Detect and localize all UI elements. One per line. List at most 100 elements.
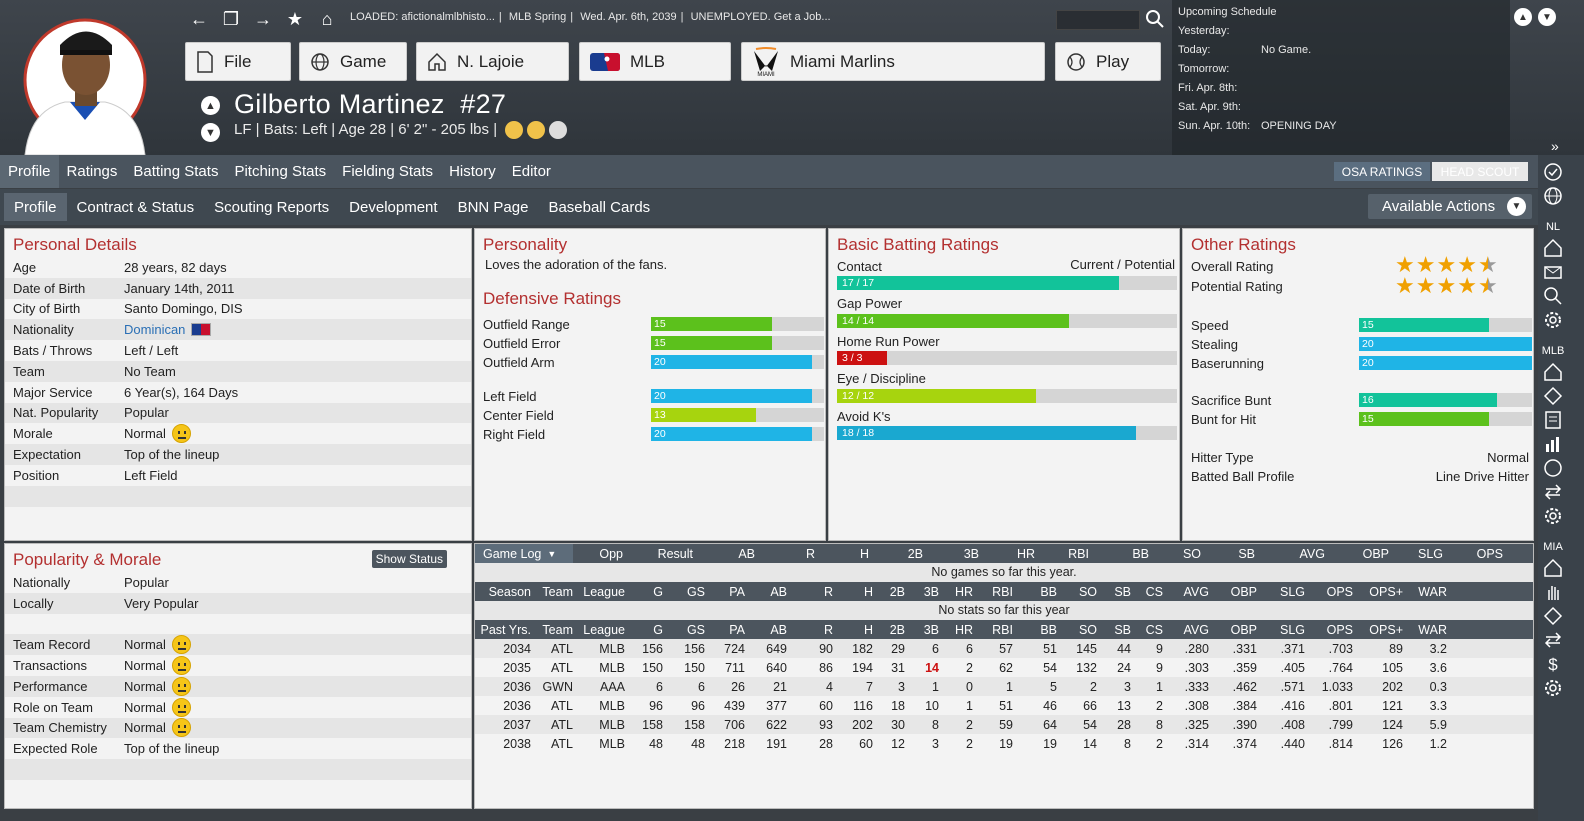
gear-icon[interactable] <box>1542 505 1564 527</box>
gamelog-col[interactable]: H <box>859 546 869 561</box>
schedule-up-button[interactable]: ▲ <box>1514 8 1532 26</box>
gamelog-col[interactable]: AVG <box>1299 546 1325 561</box>
play-button[interactable]: Play <box>1055 42 1161 81</box>
manager-button[interactable]: N. Lajoie <box>416 42 569 81</box>
tab-history[interactable]: History <box>449 163 496 180</box>
schedule-down-button[interactable]: ▼ <box>1538 8 1556 26</box>
subtab-profile[interactable]: Profile <box>4 193 67 221</box>
stats-cell[interactable]: 2B <box>889 584 905 599</box>
gamelog-col[interactable]: Opp <box>599 546 623 561</box>
stats-cell[interactable]: AVG <box>1183 584 1209 599</box>
stats-cell[interactable]: H <box>863 584 873 599</box>
stats-cell[interactable]: RBI <box>992 584 1013 599</box>
stats-cell[interactable]: SO <box>1078 584 1097 599</box>
stats-cell[interactable]: RBI <box>992 622 1013 637</box>
stats-cell[interactable]: BB <box>1040 622 1057 637</box>
back-icon[interactable]: ← <box>190 8 208 29</box>
check-icon[interactable] <box>1542 161 1564 183</box>
stats-cell[interactable]: OBP <box>1230 584 1257 599</box>
stats-cell[interactable]: OPS+ <box>1369 622 1403 637</box>
gamelog-col[interactable]: R <box>805 546 815 561</box>
stats-cell[interactable]: SLG <box>1279 584 1305 599</box>
gamelog-col[interactable]: SO <box>1182 546 1201 561</box>
forward-icon[interactable]: → <box>254 8 272 29</box>
stats-cell[interactable]: G <box>653 622 663 637</box>
search-input[interactable] <box>1056 10 1140 30</box>
gamelog-col[interactable]: 3B <box>963 546 979 561</box>
baseball-icon[interactable] <box>1542 457 1564 479</box>
home-icon[interactable] <box>1542 361 1564 383</box>
stats-cell[interactable]: League <box>583 584 625 599</box>
gamelog-col[interactable]: OPS <box>1476 546 1503 561</box>
mlb-button[interactable]: MLB <box>579 42 731 81</box>
tab-batting-stats[interactable]: Batting Stats <box>133 163 219 180</box>
stats-cell[interactable]: WAR <box>1418 584 1447 599</box>
stats-cell[interactable]: Team <box>542 584 573 599</box>
stats-cell[interactable]: PA <box>729 584 745 599</box>
star-icon[interactable]: ★ <box>286 8 304 29</box>
stats-cell[interactable]: R <box>823 622 833 637</box>
globe-icon[interactable] <box>1542 185 1564 207</box>
stats-cell[interactable]: Past Yrs. <box>480 622 531 637</box>
stats-cell[interactable]: GS <box>686 584 705 599</box>
stats-cell[interactable]: SB <box>1114 584 1131 599</box>
search-icon[interactable] <box>1145 9 1165 29</box>
prev-player-button[interactable]: ▲ <box>201 96 220 115</box>
tab-editor[interactable]: Editor <box>511 163 551 180</box>
subtab-baseball-cards[interactable]: Baseball Cards <box>548 198 651 216</box>
stats-cell[interactable]: CS <box>1145 622 1163 637</box>
diamond-icon[interactable] <box>1542 605 1564 627</box>
hand-icon[interactable] <box>1542 581 1564 603</box>
gamelog-col[interactable]: SB <box>1238 546 1255 561</box>
stats-cell[interactable]: AB <box>770 584 787 599</box>
bar-chart-icon[interactable] <box>1542 433 1564 455</box>
stats-cell[interactable]: PA <box>729 622 745 637</box>
stats-cell[interactable]: HR <box>954 584 973 599</box>
available-actions-dropdown[interactable]: Available Actions ▼ <box>1368 194 1532 219</box>
stats-cell[interactable]: HR <box>954 622 973 637</box>
stats-cell[interactable]: BB <box>1040 584 1057 599</box>
stats-cell[interactable]: OPS <box>1326 622 1353 637</box>
stats-cell[interactable]: League <box>583 622 625 637</box>
stats-cell[interactable]: OBP <box>1230 622 1257 637</box>
stats-cell[interactable]: AVG <box>1183 622 1209 637</box>
stats-cell[interactable]: Team <box>542 622 573 637</box>
stats-cell[interactable]: H <box>863 622 873 637</box>
copy-icon[interactable]: ❐ <box>222 8 240 29</box>
stats-cell[interactable]: WAR <box>1418 622 1447 637</box>
stats-cell[interactable]: R <box>823 584 833 599</box>
expand-icon[interactable]: » <box>1551 138 1559 154</box>
next-player-button[interactable]: ▼ <box>201 123 220 142</box>
stats-cell[interactable]: 2B <box>889 622 905 637</box>
transfer-icon[interactable] <box>1542 481 1564 503</box>
show-status-button[interactable]: Show Status <box>371 550 447 568</box>
list-icon[interactable] <box>1542 409 1564 431</box>
gamelog-select[interactable]: Game Log ▼ <box>475 544 573 563</box>
tab-ratings[interactable]: Ratings <box>66 163 118 180</box>
head-scout-toggle[interactable]: HEAD SCOUT <box>1432 162 1528 181</box>
search-icon[interactable] <box>1542 285 1564 307</box>
gamelog-col[interactable]: 2B <box>907 546 923 561</box>
tab-pitching-stats[interactable]: Pitching Stats <box>234 163 327 180</box>
dollar-icon[interactable]: $ <box>1542 653 1564 675</box>
home-icon[interactable]: ⌂ <box>321 8 333 29</box>
gamelog-col[interactable]: AB <box>738 546 755 561</box>
subtab-bnn-page[interactable]: BNN Page <box>457 198 529 216</box>
stats-cell[interactable]: SO <box>1078 622 1097 637</box>
gamelog-col[interactable]: SLG <box>1417 546 1443 561</box>
gamelog-col[interactable]: BB <box>1132 546 1149 561</box>
subtab-development[interactable]: Development <box>349 198 438 216</box>
gear-icon[interactable] <box>1542 677 1564 699</box>
home-icon[interactable] <box>1542 237 1564 259</box>
gamelog-col[interactable]: RBI <box>1068 546 1089 561</box>
file-button[interactable]: File <box>185 42 291 81</box>
transfer-icon[interactable] <box>1542 629 1564 651</box>
stats-cell[interactable]: G <box>653 584 663 599</box>
job-status[interactable]: UNEMPLOYED. Get a Job... <box>690 11 831 23</box>
tab-fielding-stats[interactable]: Fielding Stats <box>342 163 434 180</box>
stats-cell[interactable]: OPS+ <box>1369 584 1403 599</box>
mail-icon[interactable] <box>1542 261 1564 283</box>
game-button[interactable]: Game <box>299 42 407 81</box>
subtab-scouting-reports[interactable]: Scouting Reports <box>214 198 330 216</box>
team-button[interactable]: MIAMI Miami Marlins <box>741 42 1045 81</box>
